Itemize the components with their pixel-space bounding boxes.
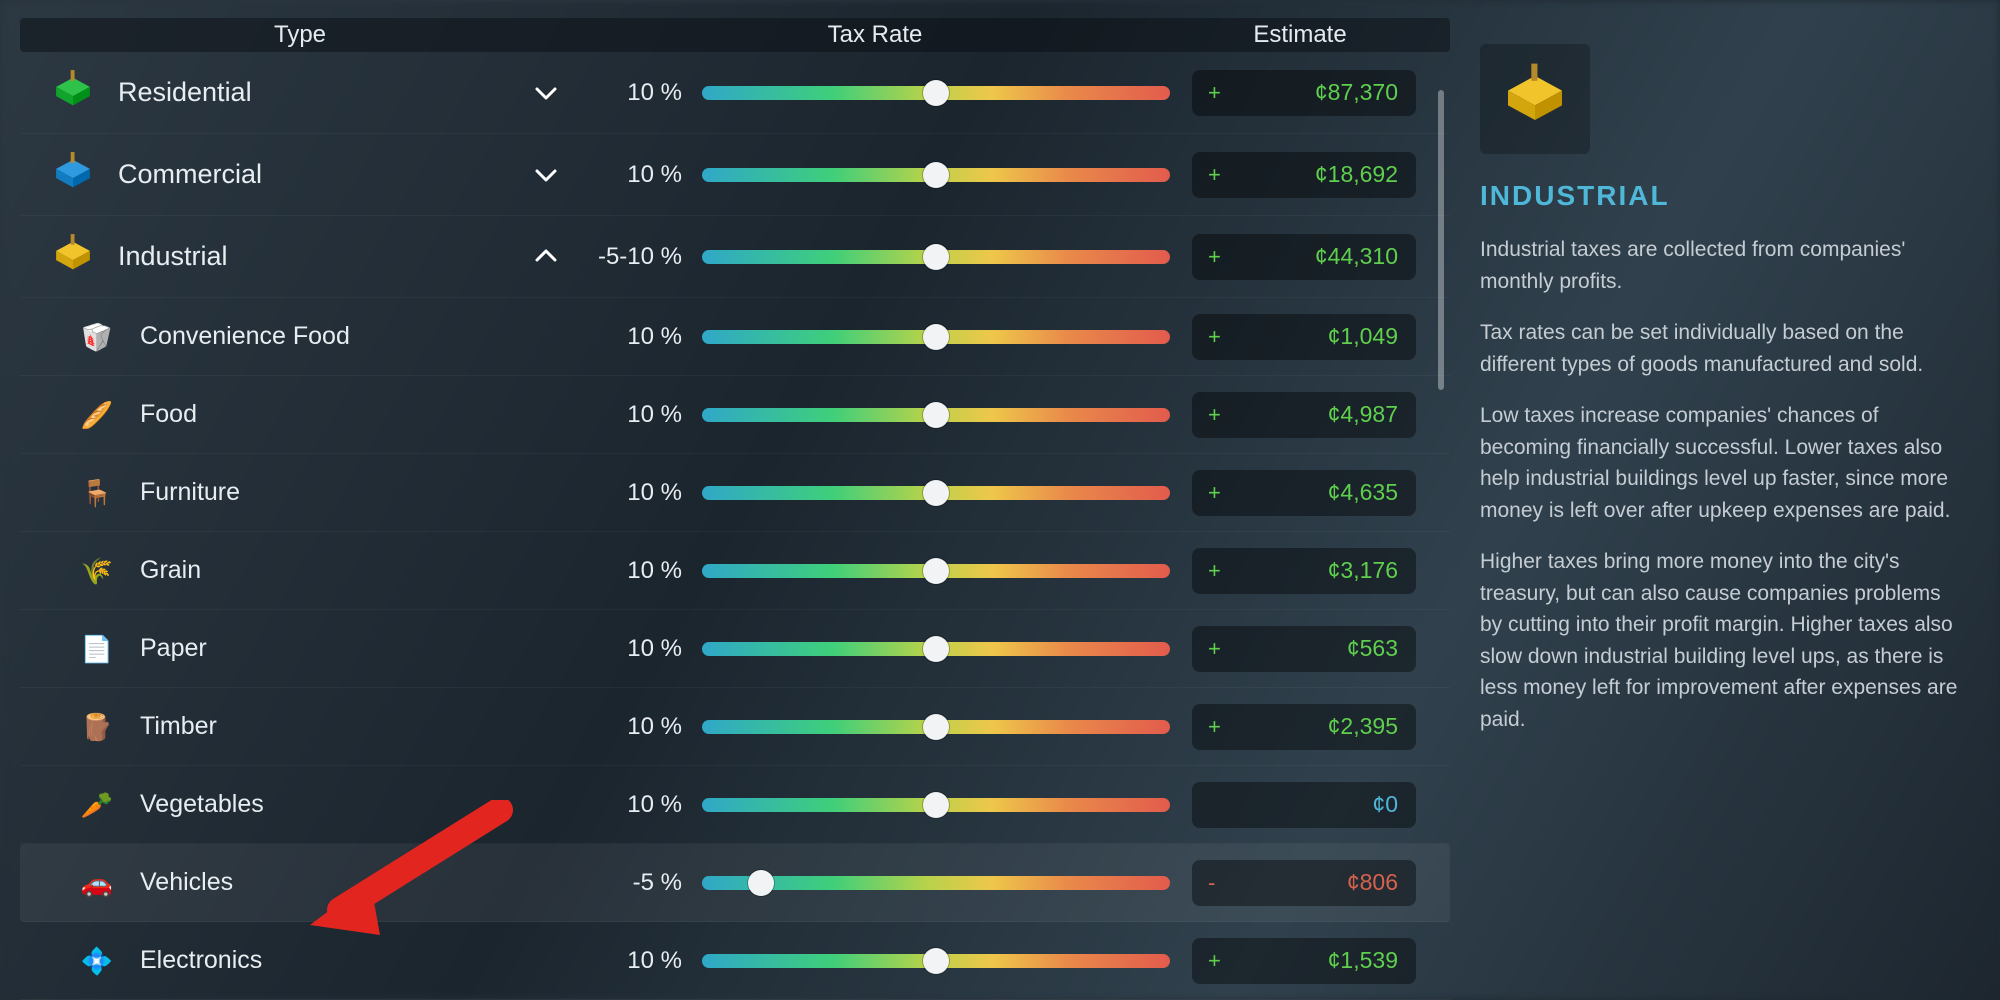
- rate-value-text: -5 %: [580, 869, 688, 897]
- row-label: Industrial: [118, 241, 504, 272]
- residential-icon: [50, 70, 96, 116]
- row-commercial: Commercial 10 % + ¢18,692: [20, 134, 1450, 216]
- header-tax-rate: Tax Rate: [580, 21, 1170, 49]
- row-label: Convenience Food: [140, 322, 580, 351]
- info-zone-icon: [1480, 44, 1590, 154]
- row-timber: 🪵 Timber 10 % + ¢2,395: [20, 688, 1450, 766]
- row-label: Furniture: [140, 478, 580, 507]
- info-body: Industrial taxes are collected from comp…: [1480, 234, 1960, 735]
- rate-value-text: 10 %: [580, 479, 688, 507]
- electronics-icon: 💠: [80, 944, 114, 978]
- tax-rate-slider[interactable]: [702, 798, 1170, 812]
- estimate-badge: + ¢4,987: [1192, 392, 1416, 438]
- row-label: Grain: [140, 556, 580, 585]
- rate-value-text: 10 %: [580, 79, 688, 107]
- row-label: Commercial: [118, 159, 504, 190]
- convenience-food-icon: 🥡: [80, 320, 114, 354]
- row-label: Residential: [118, 77, 504, 108]
- chevron-down-icon[interactable]: [526, 73, 566, 113]
- header-type: Type: [20, 21, 580, 49]
- rate-value-text: 10 %: [580, 635, 688, 663]
- estimate-badge: + ¢18,692: [1192, 152, 1416, 198]
- row-label: Electronics: [140, 946, 580, 975]
- estimate-badge: + ¢4,635: [1192, 470, 1416, 516]
- row-electronics: 💠 Electronics 10 % + ¢1,539: [20, 922, 1450, 1000]
- tax-rate-slider[interactable]: [702, 876, 1170, 890]
- rate-value-text: -5-10 %: [580, 243, 688, 271]
- table-header: Type Tax Rate Estimate: [20, 18, 1450, 52]
- row-grain: 🌾 Grain 10 % + ¢3,176: [20, 532, 1450, 610]
- estimate-badge: + ¢563: [1192, 626, 1416, 672]
- grain-icon: 🌾: [80, 554, 114, 588]
- info-paragraph: Low taxes increase companies' chances of…: [1480, 400, 1960, 526]
- estimate-badge: + ¢87,370: [1192, 70, 1416, 116]
- tax-rate-slider[interactable]: [702, 720, 1170, 734]
- row-label: Paper: [140, 634, 580, 663]
- row-label: Timber: [140, 712, 580, 741]
- row-convenience-food: 🥡 Convenience Food 10 % + ¢1,049: [20, 298, 1450, 376]
- row-industrial: Industrial -5-10 % + ¢44,310: [20, 216, 1450, 298]
- tax-rate-slider[interactable]: [702, 642, 1170, 656]
- chevron-down-icon[interactable]: [526, 155, 566, 195]
- scrollbar[interactable]: [1438, 90, 1444, 390]
- estimate-badge: + ¢3,176: [1192, 548, 1416, 594]
- tax-rate-slider[interactable]: [702, 486, 1170, 500]
- tax-rate-slider[interactable]: [702, 86, 1170, 100]
- estimate-badge: + ¢2,395: [1192, 704, 1416, 750]
- rate-value-text: 10 %: [580, 791, 688, 819]
- rate-value-text: 10 %: [580, 713, 688, 741]
- row-vegetables: 🥕 Vegetables 10 % ¢0: [20, 766, 1450, 844]
- vegetables-icon: 🥕: [80, 788, 114, 822]
- rate-value-text: 10 %: [580, 401, 688, 429]
- rate-value-text: 10 %: [580, 161, 688, 189]
- tax-rate-slider[interactable]: [702, 168, 1170, 182]
- paper-icon: 📄: [80, 632, 114, 666]
- tax-rate-slider[interactable]: [702, 954, 1170, 968]
- industrial-icon: [50, 234, 96, 280]
- rate-value-text: 10 %: [580, 557, 688, 585]
- row-vehicles: 🚗 Vehicles -5 % - ¢806: [20, 844, 1450, 922]
- tax-rate-slider[interactable]: [702, 408, 1170, 422]
- info-panel: INDUSTRIAL Industrial taxes are collecte…: [1480, 18, 1980, 1000]
- taxation-table: Type Tax Rate Estimate Residential 10 % …: [20, 18, 1450, 1000]
- tax-rate-slider[interactable]: [702, 330, 1170, 344]
- rate-value-text: 10 %: [580, 323, 688, 351]
- info-paragraph: Industrial taxes are collected from comp…: [1480, 234, 1960, 297]
- row-furniture: 🪑 Furniture 10 % + ¢4,635: [20, 454, 1450, 532]
- rate-value-text: 10 %: [580, 947, 688, 975]
- tax-rate-slider[interactable]: [702, 564, 1170, 578]
- row-label: Vehicles: [140, 868, 580, 897]
- food-icon: 🥖: [80, 398, 114, 432]
- info-paragraph: Higher taxes bring more money into the c…: [1480, 546, 1960, 735]
- header-estimate: Estimate: [1170, 21, 1430, 49]
- row-residential: Residential 10 % + ¢87,370: [20, 52, 1450, 134]
- furniture-icon: 🪑: [80, 476, 114, 510]
- chevron-up-icon[interactable]: [526, 237, 566, 277]
- tax-rate-slider[interactable]: [702, 250, 1170, 264]
- info-paragraph: Tax rates can be set individually based …: [1480, 317, 1960, 380]
- row-food: 🥖 Food 10 % + ¢4,987: [20, 376, 1450, 454]
- estimate-badge: + ¢44,310: [1192, 234, 1416, 280]
- row-label: Vegetables: [140, 790, 580, 819]
- estimate-badge: + ¢1,539: [1192, 938, 1416, 984]
- row-paper: 📄 Paper 10 % + ¢563: [20, 610, 1450, 688]
- estimate-badge: + ¢1,049: [1192, 314, 1416, 360]
- estimate-badge: - ¢806: [1192, 860, 1416, 906]
- estimate-badge: ¢0: [1192, 782, 1416, 828]
- info-title: INDUSTRIAL: [1480, 180, 1960, 212]
- commercial-icon: [50, 152, 96, 198]
- row-label: Food: [140, 400, 580, 429]
- timber-icon: 🪵: [80, 710, 114, 744]
- vehicles-icon: 🚗: [80, 866, 114, 900]
